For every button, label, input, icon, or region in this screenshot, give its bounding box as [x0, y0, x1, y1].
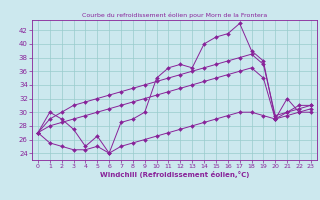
Title: Courbe du refroidissement éolien pour Morn de la Frontera: Courbe du refroidissement éolien pour Mo…	[82, 13, 267, 18]
X-axis label: Windchill (Refroidissement éolien,°C): Windchill (Refroidissement éolien,°C)	[100, 171, 249, 178]
